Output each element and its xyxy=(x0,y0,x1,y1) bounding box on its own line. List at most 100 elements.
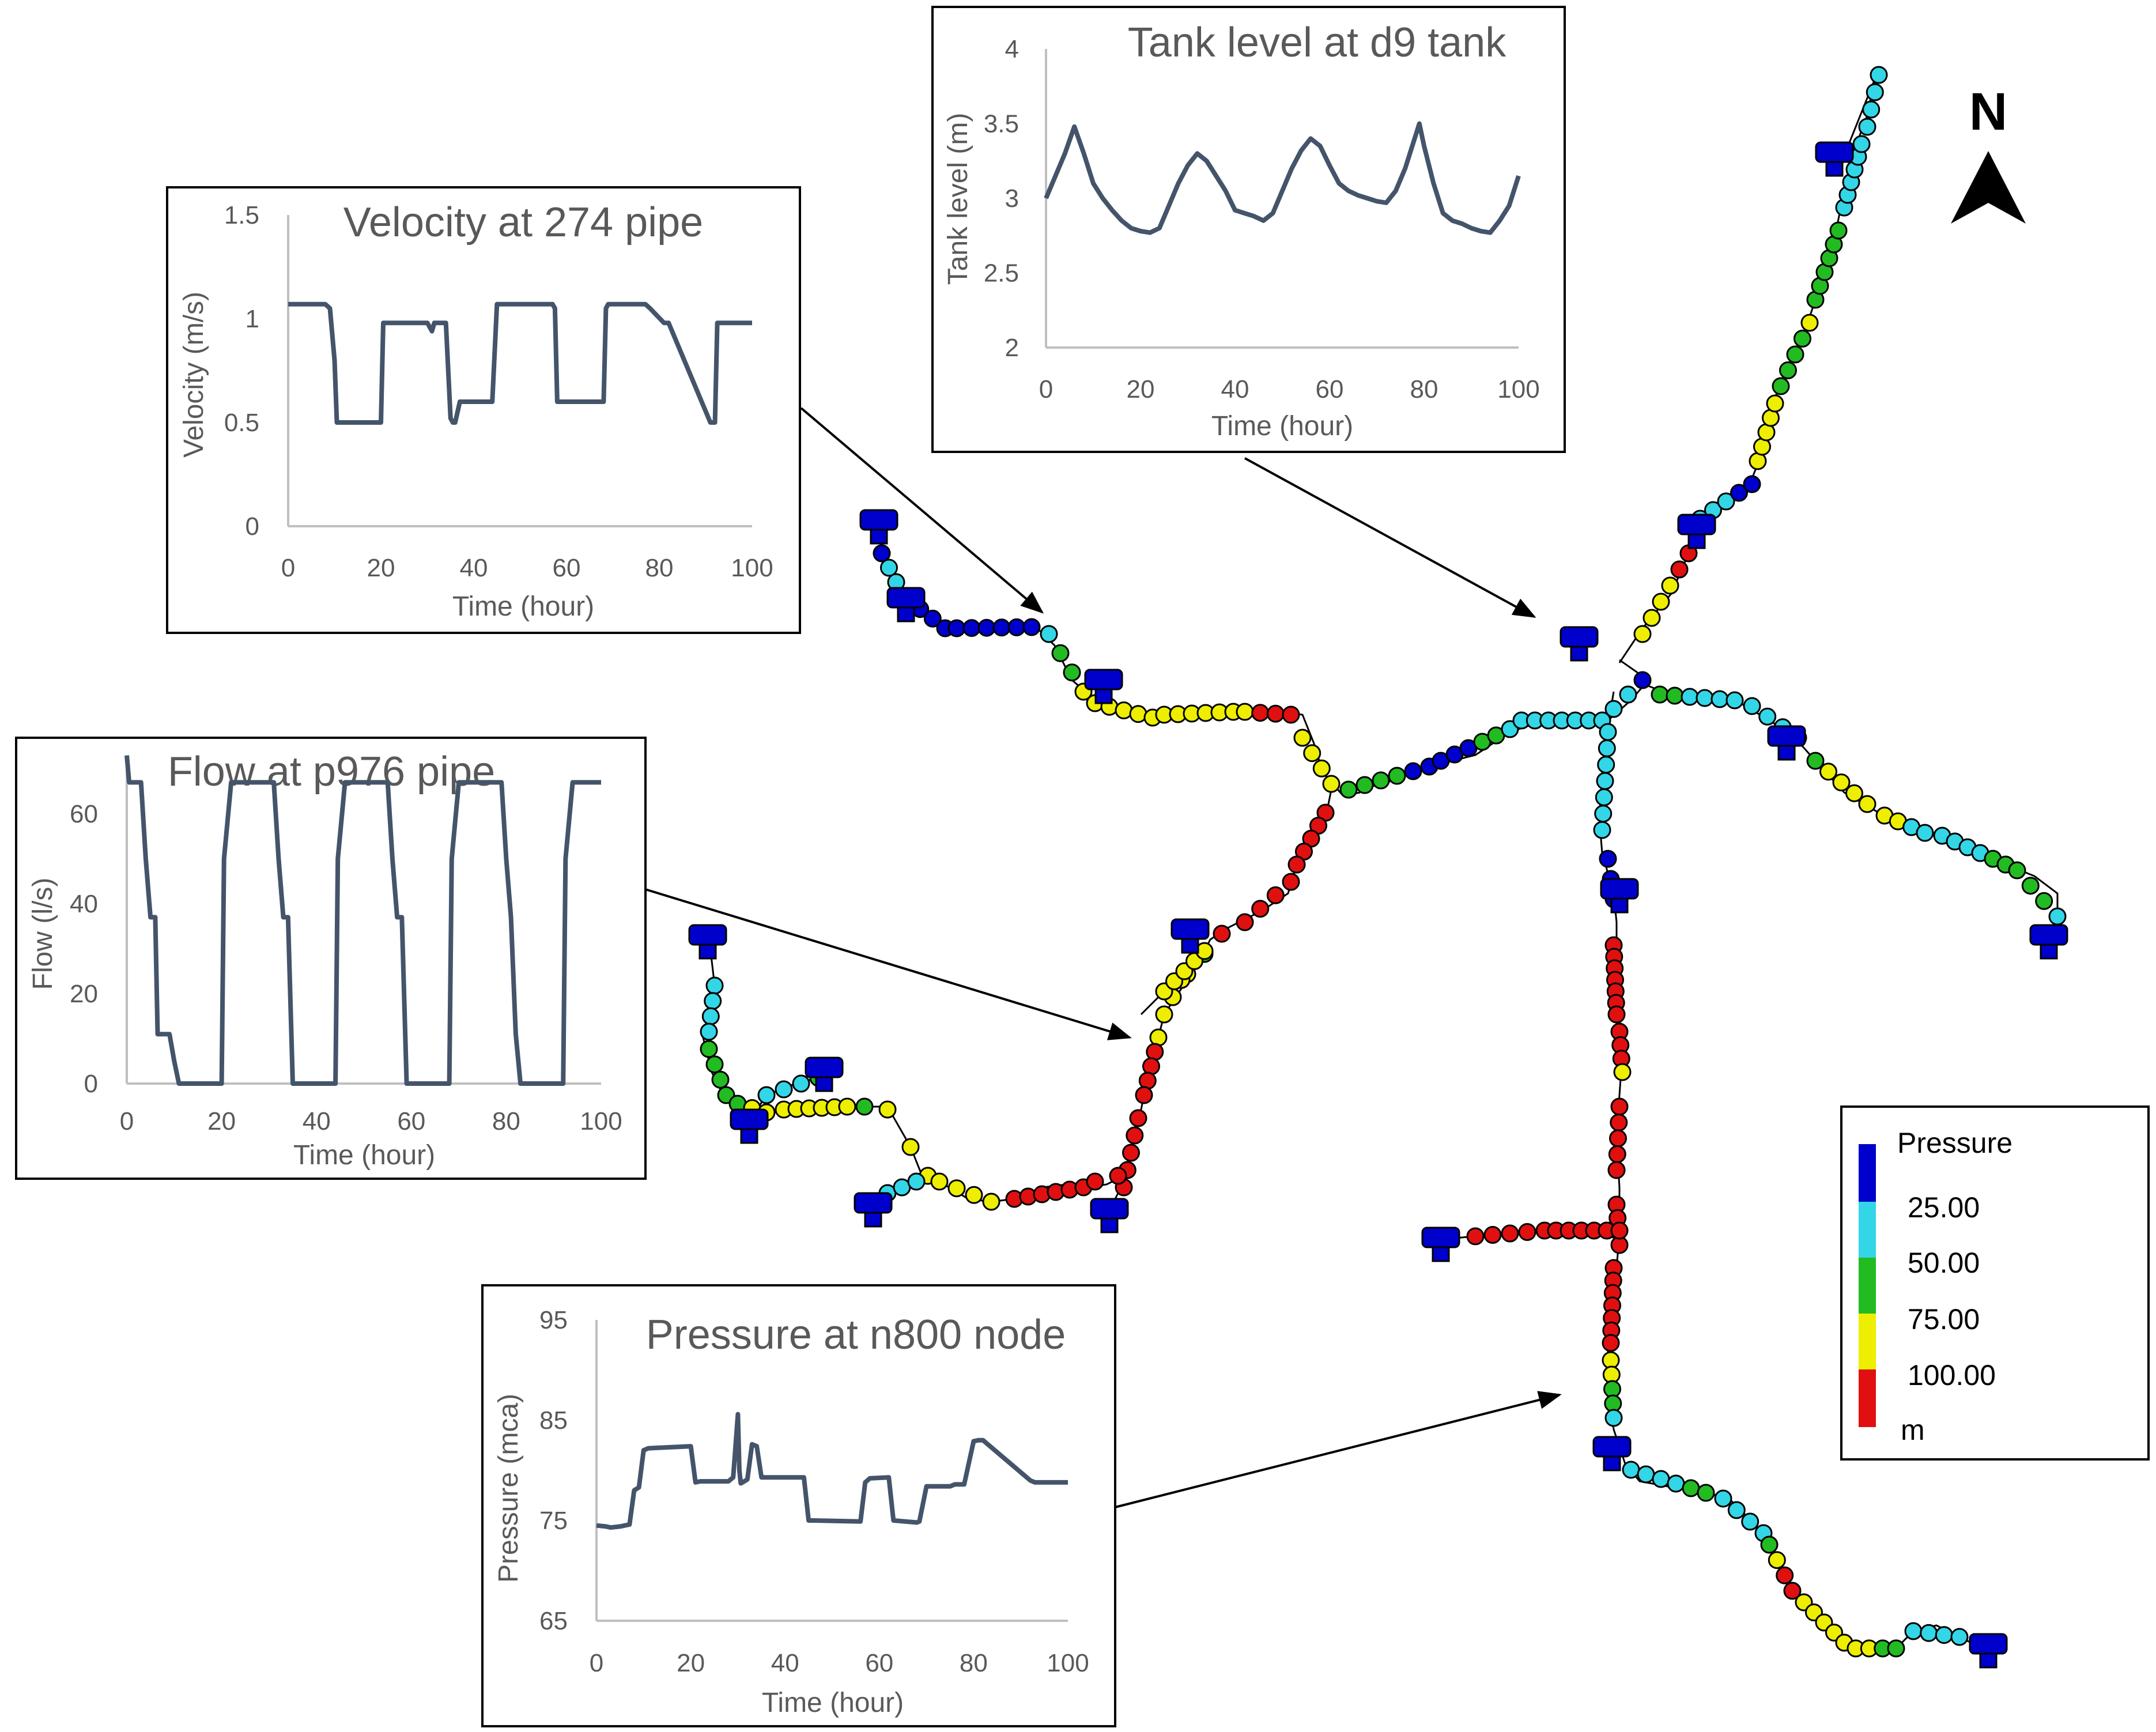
network-node xyxy=(1832,773,1851,791)
reservoir-icon xyxy=(1969,1633,2008,1669)
pressure-x-axis-label: Time (hour) xyxy=(762,1688,904,1718)
network-node xyxy=(1786,345,1804,364)
network-node xyxy=(1793,330,1811,348)
network-node xyxy=(878,1100,897,1119)
pipe-network-map xyxy=(688,66,2068,1669)
tank-x-tick-label: 0 xyxy=(1039,375,1053,403)
velocity-chart-title: Velocity at 274 pipe xyxy=(343,199,703,246)
network-node xyxy=(855,1097,874,1116)
network-node xyxy=(1696,689,1714,707)
network-node xyxy=(2021,877,2040,895)
network-node xyxy=(1404,762,1422,780)
pressure-x-tick-label: 60 xyxy=(865,1649,893,1677)
reservoir-icon xyxy=(1421,1227,1460,1262)
flow-y-axis-label: Flow (l/s) xyxy=(28,878,58,990)
network-node xyxy=(1920,1624,1938,1642)
network-node xyxy=(1355,776,1374,794)
network-node xyxy=(1610,1097,1629,1116)
tank-chart-frame xyxy=(931,6,1566,453)
pressure-callout-arrow xyxy=(1115,1391,1562,1508)
network-node xyxy=(1597,756,1615,774)
network-node xyxy=(1633,671,1652,689)
flow-x-tick-label: 40 xyxy=(303,1107,331,1135)
flow-y-tick-label: 20 xyxy=(70,980,98,1008)
network-node xyxy=(1637,1465,1655,1484)
network-node xyxy=(1858,795,1876,813)
pressure-chart-frame xyxy=(481,1284,1116,1727)
tank-y-tick-label: 3.5 xyxy=(984,110,1019,138)
velocity-x-tick-label: 20 xyxy=(367,554,395,582)
reservoir-icon xyxy=(688,924,727,960)
velocity-y-tick-label: 0.5 xyxy=(224,409,259,437)
network-node xyxy=(1725,691,1744,710)
network-node xyxy=(1681,688,1699,706)
reservoir-icons xyxy=(688,141,2068,1669)
network-node xyxy=(1711,690,1729,708)
network-node xyxy=(1599,723,1617,741)
network-node xyxy=(1714,1489,1732,1508)
network-node xyxy=(1904,1622,1923,1640)
network-node xyxy=(1852,135,1871,153)
network-node xyxy=(1282,873,1300,891)
reservoir-icon xyxy=(1084,669,1123,704)
network-node xyxy=(992,618,1011,637)
network-node xyxy=(1303,744,1321,763)
velocity-y-tick-label: 1.5 xyxy=(224,201,259,229)
flow-x-tick-label: 0 xyxy=(120,1107,134,1135)
network-node xyxy=(873,544,891,563)
network-node xyxy=(705,976,724,995)
velocity-x-tick-label: 0 xyxy=(281,554,295,582)
flow-x-axis-label: Time (hour) xyxy=(293,1140,435,1171)
network-node xyxy=(1146,1043,1164,1061)
network-node xyxy=(1372,771,1390,790)
reservoir-icon xyxy=(805,1056,844,1092)
pressure-x-tick-label: 80 xyxy=(960,1649,988,1677)
pressure-y-tick-label: 95 xyxy=(539,1306,568,1334)
north-arrow: N xyxy=(1951,82,2026,224)
network-node xyxy=(1697,1484,1715,1502)
legend-frame xyxy=(1840,1105,2150,1461)
flow-chart-title: Flow at p976 pipe xyxy=(168,749,495,795)
network-node xyxy=(1142,1057,1160,1076)
network-node xyxy=(1643,609,1661,627)
velocity-chart-panel: Velocity at 274 pipe Velocity (m/s) Time… xyxy=(166,186,801,634)
velocity-series-line xyxy=(288,301,752,425)
legend-swatch-5 xyxy=(1859,1369,1876,1427)
network-node xyxy=(1339,780,1358,799)
network-node xyxy=(700,1022,718,1041)
network-node xyxy=(947,1179,966,1198)
network-node xyxy=(1862,100,1881,119)
pressure-y-tick-label: 75 xyxy=(539,1507,568,1535)
velocity-y-axis-label: Velocity (m/s) xyxy=(179,292,209,458)
flow-x-tick-label: 80 xyxy=(492,1107,520,1135)
flow-chart-frame xyxy=(15,737,647,1180)
network-node xyxy=(700,1040,718,1058)
network-node xyxy=(982,1193,1000,1211)
reservoir-icon xyxy=(730,1108,769,1144)
reservoir-icon xyxy=(1600,878,1639,914)
network-node xyxy=(965,1186,983,1204)
reservoir-icon xyxy=(1815,141,1854,177)
network-node xyxy=(1129,1109,1147,1127)
network-node xyxy=(1829,221,1848,240)
network-node xyxy=(2035,892,2053,910)
pipe-east-branch xyxy=(1648,685,2059,934)
legend-swatch-2 xyxy=(1859,1202,1876,1258)
network-node xyxy=(947,619,966,637)
pressure-series-line xyxy=(596,1412,1068,1530)
pressure-x-tick-label: 100 xyxy=(1047,1649,1089,1677)
tank-x-tick-label: 80 xyxy=(1410,375,1438,403)
network-node xyxy=(1610,1114,1628,1131)
network-node xyxy=(1287,855,1306,874)
flow-callout-arrow xyxy=(645,888,1132,1040)
network-node xyxy=(1633,625,1652,643)
network-node xyxy=(1776,1566,1794,1584)
network-node xyxy=(1870,66,1888,84)
legend-title: Pressure xyxy=(1897,1127,2012,1159)
tank-series-line xyxy=(1044,121,1521,235)
network-node xyxy=(1599,850,1617,868)
legend-swatch-4 xyxy=(1859,1314,1876,1369)
network-node xyxy=(792,1074,810,1093)
velocity-y-tick-label: 0 xyxy=(246,512,259,541)
flow-series-line xyxy=(124,755,601,1086)
